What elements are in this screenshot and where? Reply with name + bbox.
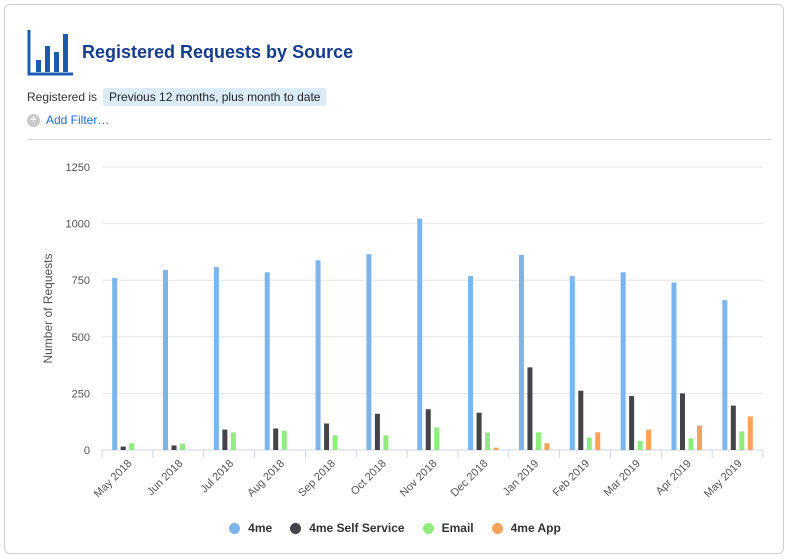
bar (332, 435, 338, 450)
bar (476, 412, 482, 450)
bar (468, 276, 474, 450)
chart-legend: 4me 4me Self Service Email 4me App (5, 521, 785, 535)
x-tick-label: May 2019 (702, 458, 745, 501)
legend-marker (491, 522, 503, 534)
x-tick-label: Oct 2018 (349, 458, 389, 498)
legend-marker (290, 522, 302, 534)
bar (578, 390, 584, 450)
bar (281, 430, 287, 450)
x-tick-label: Jul 2018 (198, 458, 236, 496)
x-tick-label: May 2018 (92, 458, 135, 501)
plus-circle-icon: + (27, 113, 40, 127)
legend-label: 4me Self Service (309, 521, 405, 535)
bar (485, 432, 491, 450)
bar (273, 428, 279, 450)
legend-item[interactable]: Email (422, 521, 474, 535)
x-tick-label: Dec 2018 (449, 458, 491, 500)
bar (730, 405, 736, 450)
x-tick-label: Aug 2018 (245, 458, 287, 500)
bar (739, 431, 745, 450)
y-tick-label: 250 (72, 388, 90, 400)
x-tick-label: Jan 2019 (501, 458, 541, 498)
page-title: Registered Requests by Source (82, 42, 354, 62)
bar (646, 429, 652, 450)
bar (120, 446, 126, 450)
x-tick-label: Mar 2019 (602, 458, 643, 499)
bar (129, 443, 135, 450)
bar (637, 440, 643, 450)
bar (620, 272, 626, 450)
x-tick-label: Jun 2018 (145, 458, 185, 498)
legend-marker (422, 522, 434, 534)
add-filter-link[interactable]: + Add Filter… (27, 111, 109, 129)
y-tick-label: 500 (72, 332, 90, 344)
bar (688, 438, 694, 450)
bar (696, 425, 702, 450)
y-tick-label: 1250 (66, 162, 90, 174)
legend-label: 4me (248, 521, 273, 535)
bar (264, 272, 270, 450)
x-tick-label: Feb 2019 (551, 458, 592, 499)
report-card: Registered Requests by Source Registered… (4, 4, 784, 554)
bar (569, 276, 575, 450)
y-tick-label: 0 (84, 445, 90, 457)
add-filter-label: Add Filter… (46, 113, 110, 127)
bar-chart: 0 250 500 750 1000 1250 Number of Requests May … (41, 162, 764, 501)
bar (171, 445, 177, 450)
bar (417, 218, 423, 450)
bar (527, 367, 533, 450)
legend-label: Email (441, 521, 474, 535)
bar (679, 393, 685, 450)
legend-item[interactable]: 4me Self Service (290, 521, 405, 535)
filter-row: Registered is Previous 12 months, plus m… (27, 87, 327, 107)
legend-item[interactable]: 4me App (491, 521, 561, 535)
bar (493, 447, 499, 450)
bar (163, 270, 169, 450)
x-tick-label: Sep 2018 (296, 458, 338, 500)
bar (213, 267, 219, 450)
bar (595, 432, 601, 450)
filter-label: Registered is (27, 90, 98, 104)
filter-value-chip[interactable]: Previous 12 months, plus month to date (103, 88, 327, 106)
bar (629, 396, 635, 450)
bar (230, 432, 236, 450)
bar (180, 443, 186, 450)
bar (374, 413, 380, 450)
bar (747, 416, 753, 450)
bar-chart-icon (27, 30, 73, 76)
bar (222, 429, 228, 450)
bar (518, 254, 524, 450)
bar (434, 427, 440, 450)
bar (315, 260, 321, 450)
bar (586, 437, 592, 450)
x-tick-label: Apr 2019 (654, 458, 694, 498)
bar (425, 409, 431, 450)
bar (544, 443, 550, 450)
bar (722, 300, 728, 450)
bar (366, 254, 372, 450)
bar (112, 277, 118, 450)
divider (27, 139, 772, 140)
legend-label: 4me App (510, 521, 561, 535)
bar (535, 432, 541, 450)
legend-item[interactable]: 4me (229, 521, 272, 535)
y-tick-label: 750 (72, 275, 90, 287)
y-tick-label: 1000 (66, 219, 90, 231)
x-tick-label: Nov 2018 (398, 458, 440, 500)
legend-marker (229, 522, 241, 534)
bar (383, 435, 389, 450)
bar (671, 282, 677, 450)
bar (324, 423, 330, 450)
y-axis-title: Number of Requests (41, 253, 55, 363)
